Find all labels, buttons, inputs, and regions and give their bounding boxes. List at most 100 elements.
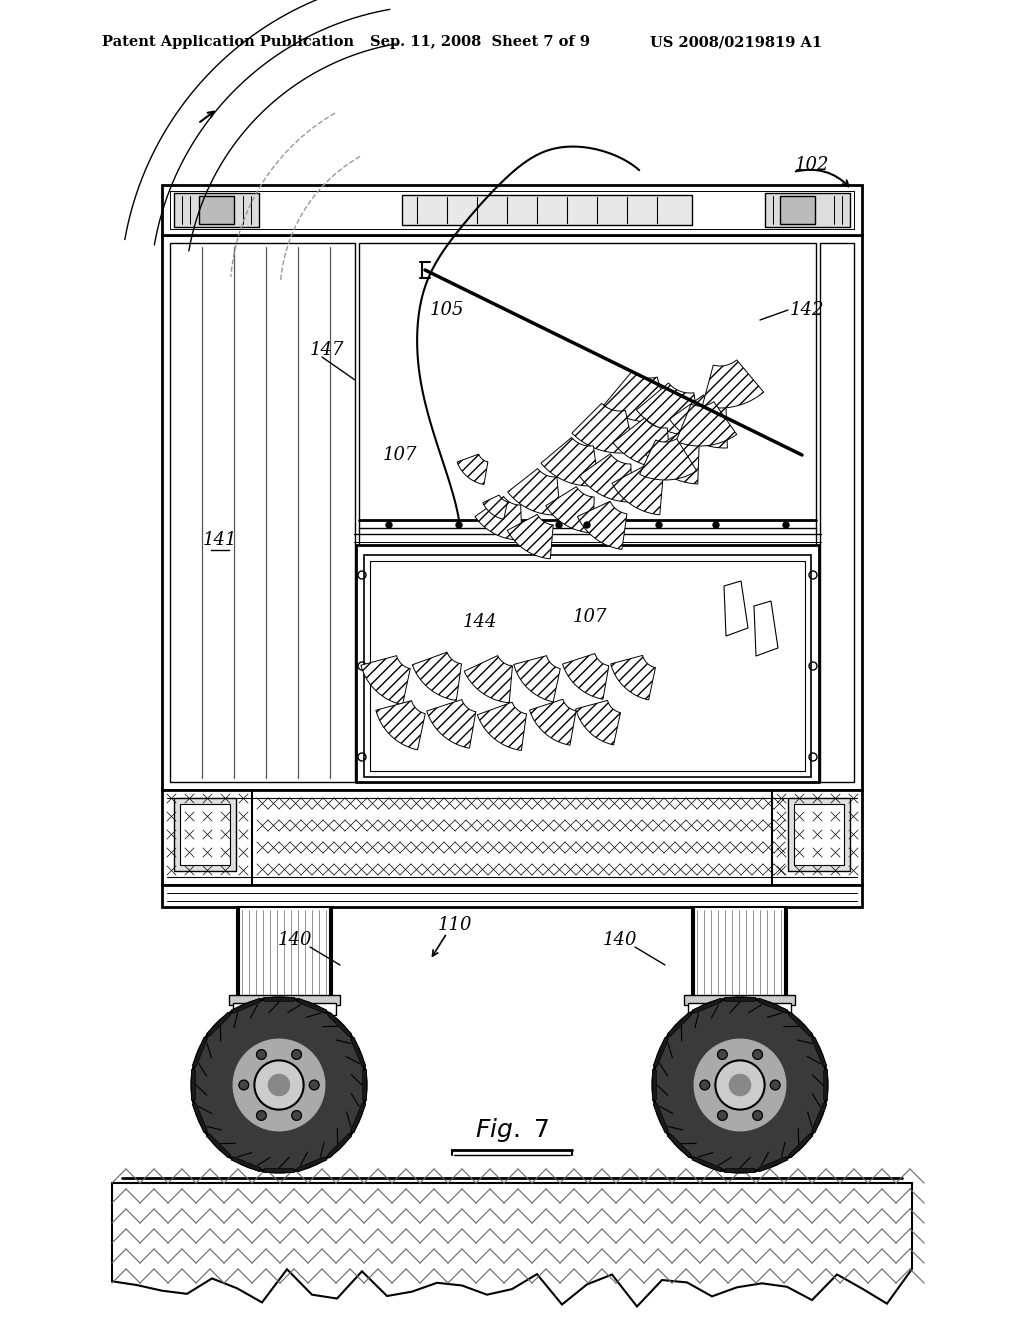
PathPatch shape [578, 502, 627, 549]
Bar [356, 545, 819, 781]
Bar [402, 195, 692, 224]
PathPatch shape [702, 360, 764, 408]
Polygon shape [725, 998, 756, 1002]
PathPatch shape [376, 701, 425, 750]
Polygon shape [652, 1069, 656, 1101]
Circle shape [233, 1039, 325, 1131]
Bar [174, 799, 236, 871]
PathPatch shape [546, 487, 594, 533]
Bar [765, 193, 850, 227]
Bar [684, 995, 795, 1005]
PathPatch shape [572, 404, 634, 453]
Polygon shape [263, 998, 295, 1002]
Circle shape [729, 1074, 751, 1096]
Polygon shape [653, 1104, 669, 1133]
Bar [180, 804, 230, 865]
Polygon shape [812, 1038, 827, 1067]
Text: US 2008/0219819 A1: US 2008/0219819 A1 [650, 36, 822, 49]
Circle shape [254, 1060, 304, 1110]
Text: 105: 105 [430, 301, 464, 319]
Bar [162, 884, 862, 907]
Polygon shape [112, 1183, 912, 1307]
PathPatch shape [457, 454, 487, 484]
Bar [162, 185, 862, 235]
PathPatch shape [508, 469, 560, 515]
PathPatch shape [562, 653, 609, 700]
PathPatch shape [640, 438, 696, 480]
Polygon shape [759, 1156, 787, 1172]
Circle shape [194, 1001, 364, 1170]
Text: 147: 147 [310, 341, 344, 359]
Circle shape [257, 1049, 266, 1060]
Polygon shape [231, 1156, 260, 1172]
Circle shape [556, 521, 562, 528]
Text: 107: 107 [383, 446, 417, 465]
Text: 102: 102 [795, 156, 829, 174]
Bar [229, 995, 340, 1005]
Bar [359, 243, 816, 781]
Polygon shape [191, 1069, 196, 1101]
Circle shape [655, 1001, 825, 1170]
Circle shape [191, 997, 367, 1173]
Polygon shape [362, 1069, 367, 1101]
Circle shape [386, 521, 392, 528]
Polygon shape [759, 998, 787, 1014]
Circle shape [718, 1110, 727, 1121]
Circle shape [292, 1049, 301, 1060]
Polygon shape [297, 998, 327, 1014]
Circle shape [268, 1074, 290, 1096]
Bar [820, 243, 854, 781]
Circle shape [716, 1060, 765, 1110]
PathPatch shape [580, 454, 632, 502]
Text: 107: 107 [572, 609, 607, 626]
Circle shape [309, 1080, 319, 1090]
Polygon shape [206, 1012, 230, 1036]
Bar [237, 907, 332, 997]
Polygon shape [788, 1134, 813, 1158]
PathPatch shape [514, 656, 560, 702]
Circle shape [456, 521, 462, 528]
PathPatch shape [464, 656, 512, 702]
Circle shape [239, 1080, 249, 1090]
Text: 140: 140 [278, 931, 312, 949]
Polygon shape [812, 1104, 827, 1133]
Polygon shape [193, 1104, 207, 1133]
PathPatch shape [529, 700, 577, 746]
PathPatch shape [613, 418, 671, 469]
PathPatch shape [507, 515, 553, 558]
PathPatch shape [676, 401, 736, 446]
Text: $\mathit{Fig.\ 7}$: $\mathit{Fig.\ 7}$ [475, 1115, 549, 1144]
Bar [688, 1003, 791, 1015]
Circle shape [770, 1080, 780, 1090]
PathPatch shape [475, 496, 522, 540]
PathPatch shape [612, 466, 664, 515]
Polygon shape [823, 1069, 827, 1101]
Circle shape [783, 521, 790, 528]
Bar [788, 799, 850, 871]
PathPatch shape [610, 656, 655, 700]
Circle shape [753, 1049, 763, 1060]
Polygon shape [692, 998, 722, 1014]
Polygon shape [692, 1156, 722, 1172]
Circle shape [700, 1080, 710, 1090]
Bar [162, 235, 862, 789]
PathPatch shape [575, 701, 621, 744]
Bar [233, 1003, 336, 1015]
Polygon shape [263, 1168, 295, 1172]
Polygon shape [653, 1038, 669, 1067]
PathPatch shape [541, 437, 599, 486]
Bar [780, 195, 815, 224]
PathPatch shape [360, 656, 411, 705]
Bar [364, 554, 811, 777]
PathPatch shape [670, 395, 727, 447]
Polygon shape [328, 1134, 352, 1158]
Circle shape [656, 521, 662, 528]
Polygon shape [724, 581, 748, 636]
Polygon shape [297, 1156, 327, 1172]
Bar [174, 193, 259, 227]
Polygon shape [754, 601, 778, 656]
Circle shape [584, 521, 590, 528]
Circle shape [652, 997, 828, 1173]
Circle shape [694, 1039, 785, 1131]
Polygon shape [328, 1012, 352, 1036]
